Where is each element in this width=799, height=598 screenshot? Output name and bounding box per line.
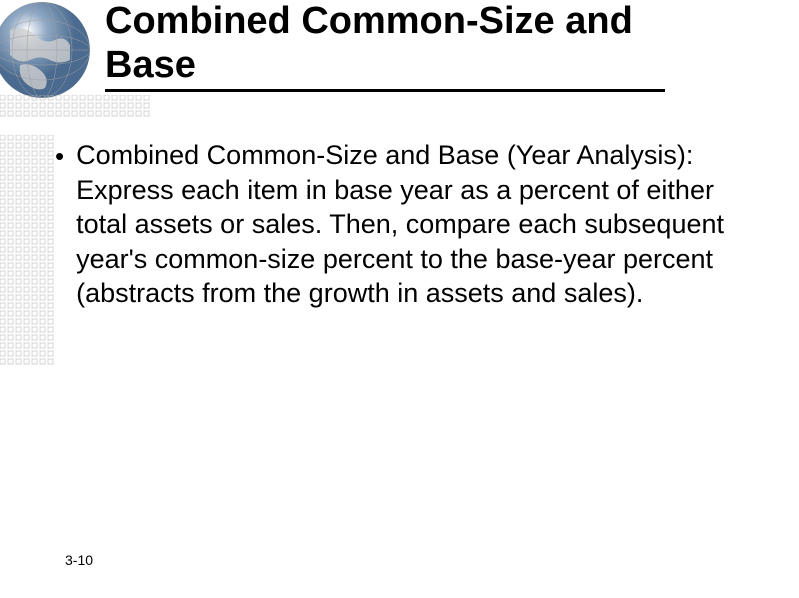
page-title: Combined Common-Size and Base [105, 0, 665, 92]
page-number: 3-10 [65, 552, 93, 568]
bullet-text: Combined Common-Size and Base (Year Anal… [76, 138, 739, 311]
bullet-heading: Combined Common-Size and Base (Year Anal… [76, 140, 693, 170]
dot-pattern-decoration-top [0, 95, 160, 125]
globe-decoration [0, 0, 100, 110]
bullet-body: Express each item in base year as a perc… [76, 175, 724, 309]
bullet-content: • Combined Common-Size and Base (Year An… [55, 138, 739, 311]
bullet-marker: • [55, 140, 64, 174]
bullet-item: • Combined Common-Size and Base (Year An… [55, 138, 739, 311]
